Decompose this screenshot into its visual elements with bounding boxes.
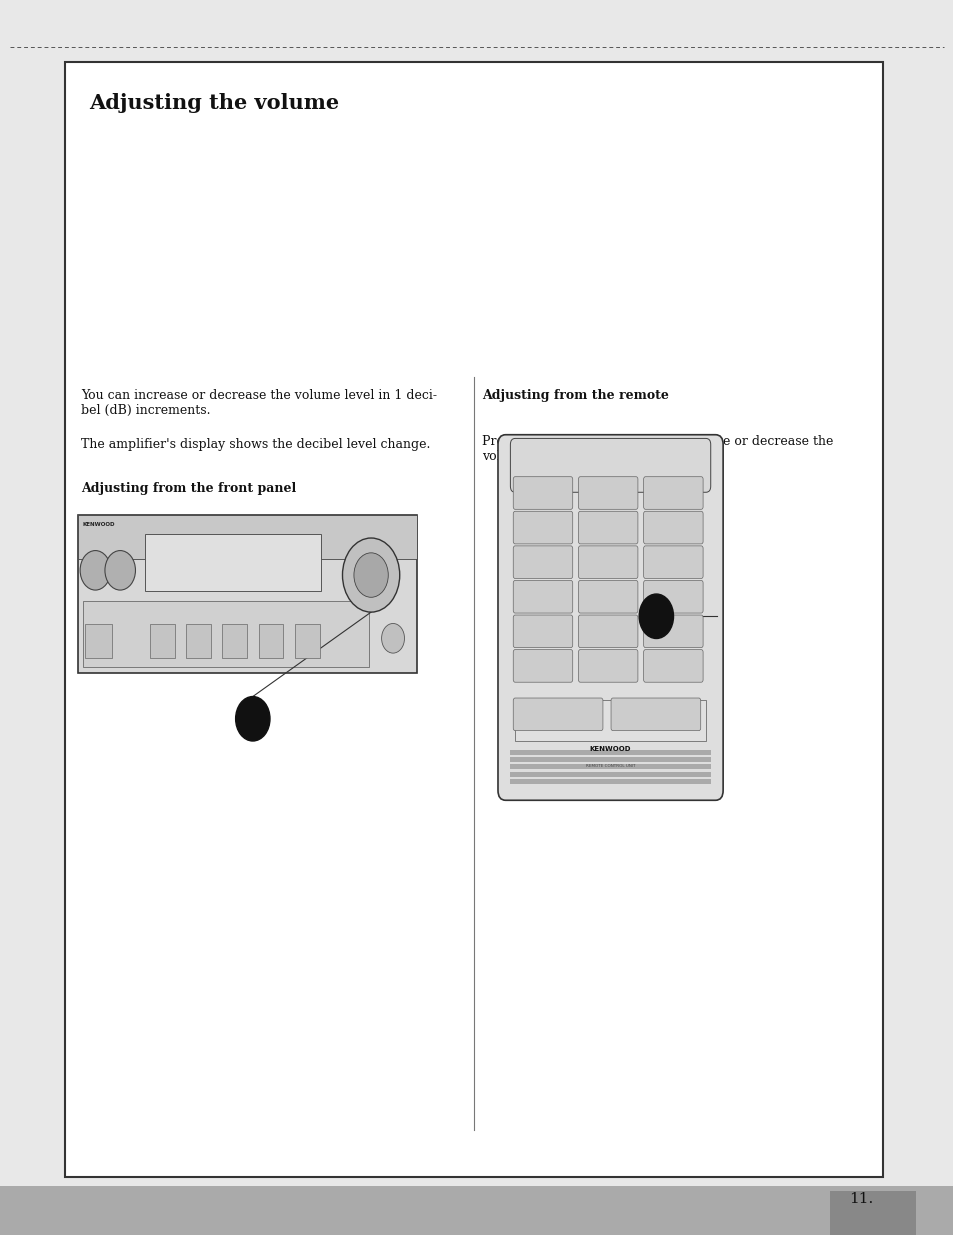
Text: Adjusting from the front panel: Adjusting from the front panel <box>81 482 296 495</box>
Bar <box>510 772 710 777</box>
Text: REMOTE CONTROL UNIT: REMOTE CONTROL UNIT <box>585 764 635 768</box>
FancyBboxPatch shape <box>643 477 702 509</box>
Bar <box>294 624 319 658</box>
FancyBboxPatch shape <box>578 650 638 682</box>
FancyBboxPatch shape <box>578 546 638 578</box>
Text: Adjusting from the remote: Adjusting from the remote <box>481 389 668 403</box>
FancyBboxPatch shape <box>643 650 702 682</box>
Text: Press the VOLUME buttons to increase or decrease the
volume level.: Press the VOLUME buttons to increase or … <box>481 435 832 463</box>
Circle shape <box>354 553 388 598</box>
FancyBboxPatch shape <box>513 477 572 509</box>
FancyBboxPatch shape <box>513 580 572 613</box>
Circle shape <box>235 697 270 741</box>
Bar <box>65 62 882 1177</box>
Bar <box>78 515 416 673</box>
Bar <box>515 699 705 741</box>
Circle shape <box>342 538 399 613</box>
FancyBboxPatch shape <box>513 650 572 682</box>
Text: Turn the VOLUME knob to the right to increase the
volume. Turn the knob to the l: Turn the VOLUME knob to the right to inc… <box>81 525 409 553</box>
FancyBboxPatch shape <box>643 511 702 543</box>
Bar <box>85 624 112 658</box>
Bar <box>510 764 710 769</box>
Text: 11.: 11. <box>849 1192 873 1205</box>
Bar <box>510 779 710 784</box>
Text: You can increase or decrease the volume level in 1 deci-
bel (dB) increments.: You can increase or decrease the volume … <box>81 389 436 417</box>
FancyBboxPatch shape <box>611 698 700 731</box>
FancyBboxPatch shape <box>578 580 638 613</box>
FancyBboxPatch shape <box>513 698 602 731</box>
Bar <box>145 534 321 590</box>
FancyBboxPatch shape <box>578 477 638 509</box>
Circle shape <box>105 551 135 590</box>
Text: KENWOOD: KENWOOD <box>589 746 631 752</box>
Bar <box>0 1186 953 1235</box>
FancyBboxPatch shape <box>578 511 638 543</box>
Text: Adjusting the volume: Adjusting the volume <box>89 93 338 112</box>
FancyBboxPatch shape <box>513 546 572 578</box>
FancyBboxPatch shape <box>643 546 702 578</box>
FancyBboxPatch shape <box>578 615 638 647</box>
Circle shape <box>381 624 404 653</box>
Text: The amplifier's display shows the decibel level change.: The amplifier's display shows the decibe… <box>81 438 430 452</box>
Bar <box>186 624 211 658</box>
FancyBboxPatch shape <box>513 615 572 647</box>
FancyBboxPatch shape <box>643 615 702 647</box>
Bar <box>78 515 416 559</box>
Circle shape <box>80 551 111 590</box>
Text: KENWOOD: KENWOOD <box>83 522 115 527</box>
FancyBboxPatch shape <box>643 580 702 613</box>
Bar <box>510 757 710 762</box>
FancyBboxPatch shape <box>497 435 722 800</box>
FancyBboxPatch shape <box>513 511 572 543</box>
Circle shape <box>639 594 673 638</box>
Bar <box>510 750 710 755</box>
Bar <box>258 624 283 658</box>
Polygon shape <box>829 1191 915 1235</box>
Bar <box>150 624 174 658</box>
Bar <box>222 624 247 658</box>
FancyBboxPatch shape <box>510 438 710 493</box>
Bar <box>83 600 369 667</box>
